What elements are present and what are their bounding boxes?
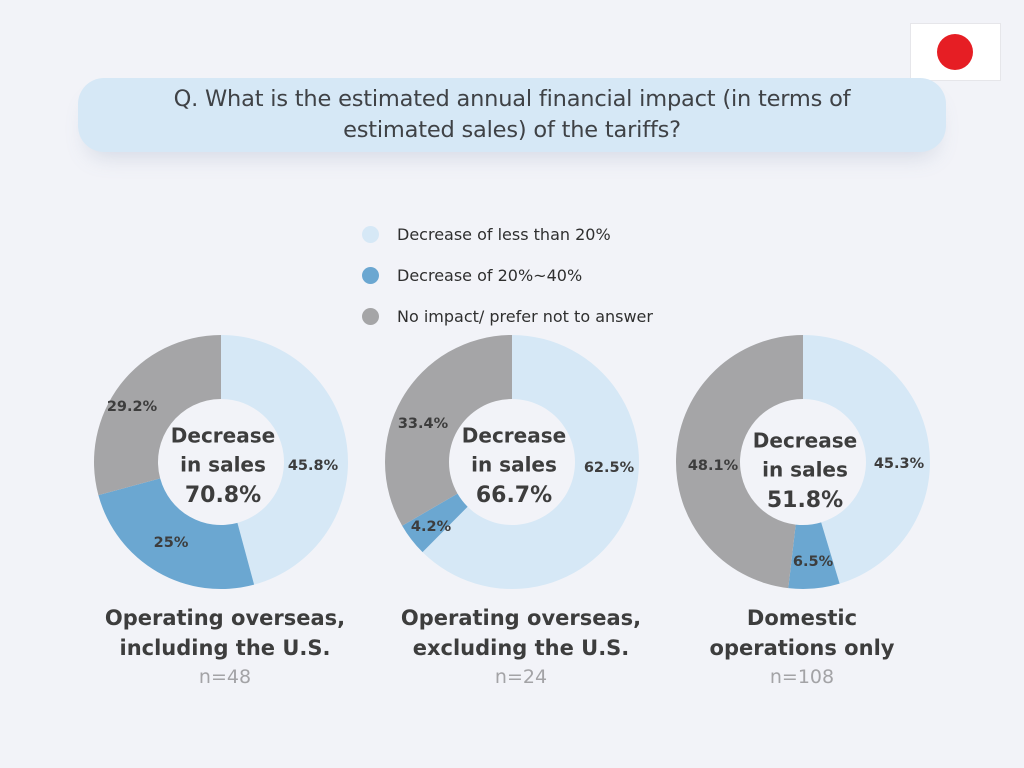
caption-title-line: Operating overseas, <box>104 606 346 630</box>
legend-label: Decrease of 20%~40% <box>397 266 583 285</box>
donut-slice-20-40 <box>788 522 840 589</box>
center-label-line: in sales <box>180 453 266 477</box>
chart-caption-2: Operating overseas, excluding the U.S. n… <box>371 603 671 691</box>
caption-title-line: Domestic <box>746 606 858 630</box>
sample-size: n=108 <box>769 666 835 688</box>
slice-value-label: 62.5% <box>584 460 635 476</box>
chart-legend: Decrease of less than 20% Decrease of 20… <box>362 214 653 337</box>
slice-value-label: 45.8% <box>288 458 339 474</box>
center-label-line: Decrease <box>753 429 857 453</box>
sample-size: n=48 <box>198 666 252 688</box>
center-label-line: in sales <box>762 458 848 482</box>
legend-item-20-40: Decrease of 20%~40% <box>362 255 653 296</box>
caption-title-line: including the U.S. <box>119 636 331 660</box>
slice-value-label: 33.4% <box>398 416 449 432</box>
donut-chart-3: 45.3% 6.5% 48.1% Decrease in sales 51.8% <box>675 335 931 589</box>
donut-slice-20-40 <box>402 493 468 553</box>
legend-swatch-mid-blue <box>362 267 379 284</box>
center-label-line: in sales <box>471 453 557 477</box>
center-total-value: 51.8% <box>767 488 843 513</box>
legend-label: Decrease of less than 20% <box>397 225 611 244</box>
slice-value-label: 48.1% <box>688 458 739 474</box>
slice-value-label: 25% <box>154 535 189 551</box>
center-total-value: 66.7% <box>476 483 552 508</box>
donut-slice-20-40 <box>98 478 255 589</box>
caption-title-line: Operating overseas, <box>400 606 642 630</box>
center-total-value: 70.8% <box>185 483 261 508</box>
donut-slice-less-than-20 <box>221 335 348 585</box>
chart-caption-3: Domestic operations only n=108 <box>652 603 952 691</box>
donut-slice-no-impact <box>93 335 221 496</box>
japan-flag-icon <box>911 24 1000 80</box>
question-text: Q. What is the estimated annual financia… <box>173 86 851 143</box>
question-banner: Q. What is the estimated annual financia… <box>78 78 946 152</box>
slice-value-label: 4.2% <box>411 519 452 535</box>
chart-caption-1: Operating overseas, including the U.S. n… <box>75 603 375 691</box>
slice-value-label: 6.5% <box>793 554 834 570</box>
legend-label: No impact/ prefer not to answer <box>397 307 653 326</box>
flag-sun <box>937 34 973 70</box>
legend-swatch-light-blue <box>362 226 379 243</box>
center-label-line: Decrease <box>462 424 566 448</box>
donut-slice-less-than-20 <box>422 335 640 589</box>
donut-slice-less-than-20 <box>803 335 931 584</box>
slice-value-label: 29.2% <box>107 399 158 415</box>
legend-swatch-gray <box>362 308 379 325</box>
sample-size: n=24 <box>494 666 548 688</box>
caption-title-line: excluding the U.S. <box>412 636 630 660</box>
caption-title-line: operations only <box>709 636 895 660</box>
donut-chart-1: 45.8% 25% 29.2% Decrease in sales 70.8% <box>93 335 348 589</box>
donut-chart-2: 62.5% 4.2% 33.4% Decrease in sales 66.7% <box>385 335 640 589</box>
slice-value-label: 45.3% <box>874 456 925 472</box>
legend-item-no-impact: No impact/ prefer not to answer <box>362 296 653 337</box>
legend-item-less-than-20: Decrease of less than 20% <box>362 214 653 255</box>
center-label-line: Decrease <box>171 424 275 448</box>
donut-slice-no-impact <box>675 335 803 589</box>
donut-slice-no-impact <box>385 335 512 526</box>
